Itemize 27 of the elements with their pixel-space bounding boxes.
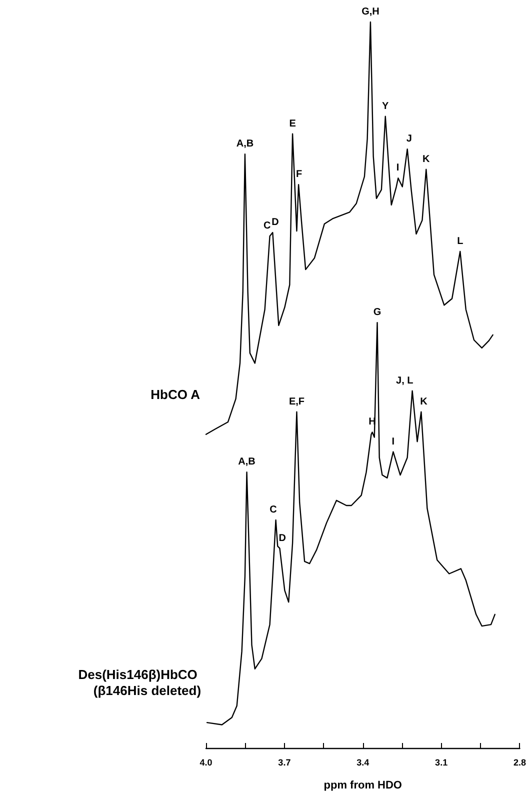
annotation: D — [278, 532, 286, 544]
annotation: E,F — [288, 396, 305, 408]
annotation: J — [406, 134, 412, 145]
text: HbCO A — [150, 386, 201, 402]
annotation: J, L — [396, 375, 414, 386]
annotation: Y — [382, 100, 390, 112]
x-tick-label: 2.8 — [513, 758, 526, 768]
x-tick-label: 3.7 — [278, 758, 291, 768]
annotation: F — [296, 169, 302, 180]
annotation: I — [396, 162, 400, 174]
x-axis-title: ppm from HDO — [324, 780, 402, 792]
x-tick-label: 4.0 — [200, 758, 212, 768]
annotation: C — [264, 220, 271, 232]
annotation: G,H — [362, 6, 380, 18]
annotation: D — [272, 217, 279, 228]
annotation: L — [457, 236, 464, 247]
annotation: K — [420, 396, 428, 408]
annotation: C — [270, 504, 277, 516]
annotation: A,B — [238, 456, 256, 468]
series-label: Des(His146β)HbCO (β146His deleted) — [78, 667, 202, 698]
annotation: G — [373, 307, 382, 318]
annotation: E — [289, 118, 296, 130]
annotation: K — [422, 154, 431, 165]
x-tick-label: 3.1 — [435, 758, 448, 768]
annotation: I — [392, 436, 395, 448]
annotation: A,B — [236, 138, 254, 150]
x-tick-label: 3.4 — [356, 758, 370, 768]
